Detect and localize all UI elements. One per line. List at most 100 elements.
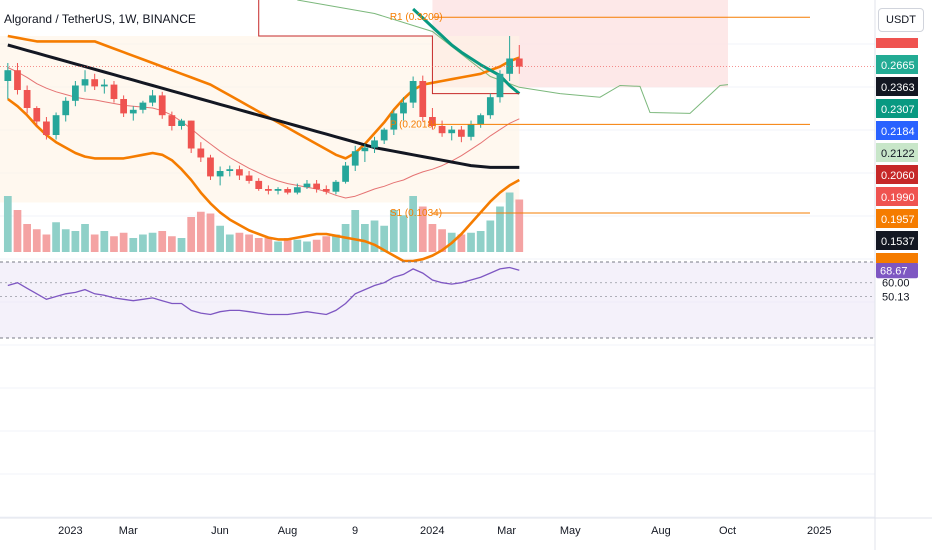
candle-body (52, 115, 60, 135)
candle-body (419, 81, 427, 117)
volume-bar (100, 231, 109, 252)
volume-bar (52, 222, 60, 252)
price-axis[interactable]: 0.2665 0.2363 0.2307 0.2184 0.2122 0.2060 0.19… (874, 0, 918, 550)
candle-body (438, 126, 446, 134)
candle-body (429, 117, 436, 126)
candle-body (361, 147, 369, 152)
volume-bar (23, 224, 31, 252)
volume-bar (303, 241, 311, 252)
price-tag-label: 0.2363 (881, 82, 915, 94)
candle-body (448, 129, 456, 134)
price-tag-label: 0.2665 (881, 60, 915, 72)
candle-body (293, 187, 301, 193)
volume-bar (380, 225, 389, 252)
candle-body (178, 120, 185, 126)
price-tag (876, 231, 918, 250)
candle-body (23, 90, 31, 108)
volume-bar (486, 220, 495, 252)
candle-body (477, 115, 485, 125)
volume-bar (71, 231, 80, 252)
volume-bar (467, 232, 475, 252)
pivot-label-p: P (0.2018) (390, 119, 437, 130)
volume-bar (61, 229, 70, 252)
rsi-band (0, 262, 875, 338)
pivot-label-s1: S1 (0.1034) (390, 208, 442, 219)
chart-background-zones (0, 0, 729, 203)
price-tag-label: 0.2307 (881, 104, 915, 116)
volume-bar (293, 239, 302, 252)
candle-body (342, 165, 349, 182)
chart-title: Algorand / TetherUS, 1W, BINANCE (4, 12, 196, 26)
price-tag-label: 0.2060 (881, 170, 915, 182)
cloud-zone (0, 36, 520, 203)
rsi-line (7, 266, 520, 316)
volume-bar (399, 215, 408, 252)
candle-body (467, 124, 475, 137)
volume-bar (225, 234, 234, 252)
pivot-lines: R1 (0.3209) P (0.2018) S1 (0.1034) (0, 12, 875, 219)
time-axis-label: Aug (651, 525, 671, 537)
candle-body (245, 175, 253, 181)
candle-body (284, 189, 292, 193)
price-tag-label: 0.1537 (881, 236, 915, 248)
bottom-price-tag (876, 253, 918, 263)
candle-body (207, 157, 214, 177)
time-axis-label: May (560, 525, 581, 537)
volume-bar (351, 210, 360, 252)
volume-bar (206, 213, 215, 252)
volume-bar (264, 238, 273, 252)
candles (4, 36, 523, 195)
volume-bar (3, 196, 12, 252)
candle-body (390, 113, 398, 130)
candle-body (264, 189, 272, 191)
price-tag-label: 0.2184 (881, 126, 915, 138)
candle-body (100, 84, 108, 87)
candle-body (371, 140, 378, 148)
resistance-step-line (258, 0, 520, 95)
rsi-value-label: 68.67 (880, 265, 908, 277)
price-tag (876, 77, 918, 96)
volume-bar (129, 238, 138, 252)
candle-body (139, 102, 147, 110)
time-axis-label: 2025 (807, 525, 831, 537)
candle-body (197, 148, 205, 158)
candle-body (400, 102, 407, 114)
price-tag (876, 165, 918, 184)
time-axis-label: Jun (211, 525, 229, 537)
volume-bar (32, 229, 41, 252)
volume-bar (370, 220, 379, 252)
candle-body (486, 97, 494, 116)
rsi-value-tag (876, 262, 918, 279)
volume-bar (42, 234, 51, 252)
volume-bar (177, 238, 186, 252)
time-axis[interactable]: 2023 Mar Jun Aug 9 2024 Mar May Aug Oct 2025 (0, 517, 932, 537)
candle-body (129, 109, 137, 114)
volume-bar (361, 224, 369, 252)
candle-body (322, 189, 330, 192)
volume-bar (418, 206, 427, 252)
volume-bar (409, 196, 417, 252)
volume-bar (158, 231, 167, 252)
price-tag-label: 0.1990 (881, 192, 915, 204)
time-axis-label: Mar (497, 525, 516, 537)
volume-bar (274, 241, 282, 252)
volume-bar (90, 234, 99, 252)
candle-body (110, 84, 118, 99)
top-price-tag (876, 38, 918, 48)
candle-body (158, 95, 166, 116)
candle-body (71, 85, 79, 101)
time-axis-label: Oct (719, 525, 736, 537)
moving-average-black-line (7, 43, 520, 169)
bollinger-lower-line (7, 97, 520, 263)
candle-body (332, 181, 340, 192)
currency-button[interactable]: USDT (878, 8, 924, 32)
candle-body (380, 129, 388, 141)
volume-bar (196, 211, 205, 252)
candle-body (33, 108, 41, 122)
candle-body (457, 129, 465, 137)
bollinger-basis-line (7, 67, 520, 199)
candle-body (515, 58, 523, 67)
volume-bar (312, 239, 321, 252)
volume-bar (496, 206, 504, 252)
